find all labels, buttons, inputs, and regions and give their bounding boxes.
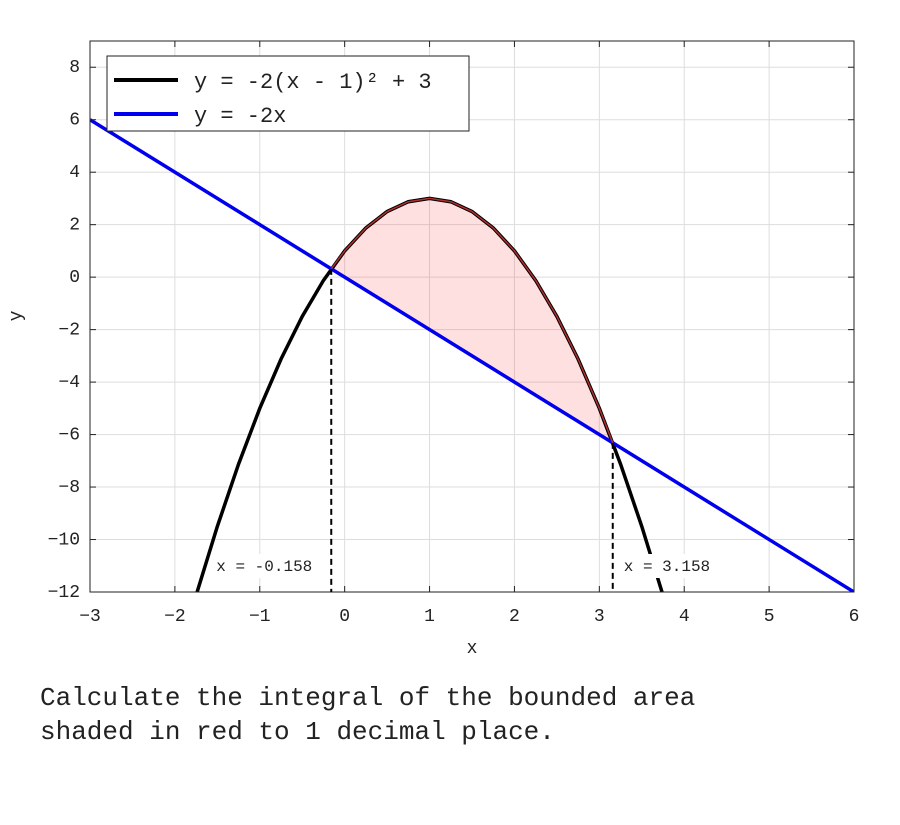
annotation-box (618, 554, 716, 578)
legend-label: y = -2(x - 1)² + 3 (194, 70, 432, 95)
y-tick-label: −2 (58, 320, 80, 340)
y-tick-label: 0 (69, 268, 80, 288)
legend: y = -2(x - 1)² + 3 y = -2x (106, 55, 470, 132)
x-tick-label: −1 (249, 607, 271, 627)
question-line: shaded in red to 1 decimal place. (40, 717, 555, 747)
y-tick-label: −8 (58, 478, 80, 498)
x-tick-label: 5 (764, 607, 775, 627)
y-tick-label: 8 (69, 58, 80, 78)
shaded-area (331, 198, 613, 443)
x-tick-label: −2 (164, 607, 186, 627)
y-tick-label: 4 (69, 163, 80, 183)
plot-area (90, 118, 854, 592)
plot-frame (89, 40, 855, 593)
x-tick-label: 0 (339, 607, 350, 627)
y-tick-label: 6 (69, 110, 80, 130)
shaded-edge (330, 197, 614, 444)
y-tick-label: −10 (48, 530, 80, 550)
annotation-label: x = -0.158 (216, 558, 312, 576)
y-tick-label: −12 (48, 583, 80, 603)
curve (90, 118, 854, 592)
x-tick-label: 2 (509, 607, 520, 627)
annotation-box (211, 554, 318, 578)
x-axis-label: x (467, 639, 478, 659)
x-tick-label: 3 (594, 607, 605, 627)
x-tick-label: 1 (424, 607, 435, 627)
y-tick-label: −4 (58, 373, 80, 393)
x-tick-label: −3 (79, 607, 101, 627)
y-tick-label: −6 (58, 425, 80, 445)
legend-label: y = -2x (194, 104, 286, 129)
y-axis-label: y (7, 310, 27, 321)
legend-box (106, 55, 470, 132)
y-tick-label: 2 (69, 215, 80, 235)
x-tick-label: 4 (679, 607, 690, 627)
question-line: Calculate the integral of the bounded ar… (40, 683, 695, 713)
x-tick-label: 6 (849, 607, 860, 627)
annotation-label: x = 3.158 (624, 558, 710, 576)
